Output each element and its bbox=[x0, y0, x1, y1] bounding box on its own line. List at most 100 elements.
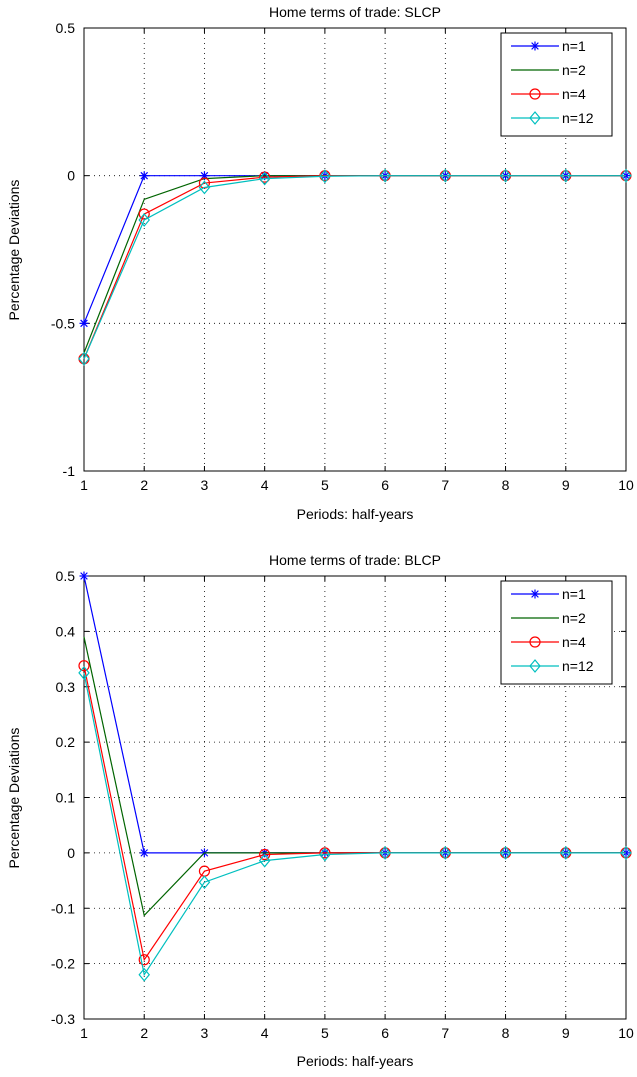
legend-marker bbox=[529, 659, 541, 673]
y-tick-label: 0.4 bbox=[56, 623, 76, 639]
data-point-diamond bbox=[620, 168, 632, 183]
legend-box bbox=[500, 580, 613, 685]
data-point-diamond bbox=[499, 845, 512, 860]
data-point-diamond bbox=[198, 180, 211, 195]
y-tick-label: 0.5 bbox=[56, 20, 76, 36]
data-point-diamond bbox=[319, 847, 331, 862]
data-point bbox=[198, 180, 211, 195]
x-tick-label: 8 bbox=[502, 477, 510, 493]
y-tick-label: 0.1 bbox=[56, 790, 76, 806]
data-point bbox=[138, 954, 150, 966]
data-point-diamond bbox=[78, 351, 90, 366]
legend-entry: n=2 bbox=[511, 610, 586, 626]
data-point-stroke bbox=[80, 319, 88, 328]
data-point-diamond bbox=[138, 213, 151, 227]
data-point-diamond bbox=[439, 845, 452, 860]
legend-marker-circle bbox=[529, 636, 541, 648]
series-n=12 bbox=[78, 168, 632, 366]
data-point-diamond bbox=[379, 845, 391, 860]
data-point bbox=[79, 571, 89, 581]
x-tick-label: 7 bbox=[441, 477, 449, 493]
data-point bbox=[559, 168, 572, 183]
legend-entry: n=12 bbox=[511, 658, 594, 674]
data-point-diamond bbox=[559, 845, 572, 860]
legend-label: n=2 bbox=[562, 610, 586, 626]
series-n=12 bbox=[78, 665, 632, 982]
x-tick-label: 4 bbox=[261, 1025, 269, 1041]
legend-label: n=4 bbox=[562, 86, 586, 102]
data-point bbox=[620, 845, 632, 860]
data-point bbox=[439, 845, 452, 860]
x-tick-label: 5 bbox=[321, 477, 329, 493]
legend-marker bbox=[529, 111, 541, 125]
y-tick-label: 0 bbox=[67, 845, 75, 861]
legend-entry: n=1 bbox=[511, 38, 586, 54]
data-point-diamond bbox=[258, 171, 271, 186]
x-axis-label: Periods: half-years bbox=[297, 506, 414, 522]
y-tick-label: 0.5 bbox=[56, 568, 76, 584]
data-point bbox=[78, 665, 90, 680]
y-tick-label: -0.5 bbox=[51, 315, 75, 331]
legend-entry: n=4 bbox=[511, 634, 586, 650]
x-tick-label: 5 bbox=[321, 1025, 329, 1041]
series-line bbox=[83, 175, 626, 360]
x-tick-label: 7 bbox=[441, 1025, 449, 1041]
data-point bbox=[78, 351, 90, 366]
legend-marker bbox=[530, 589, 540, 599]
data-point-stroke bbox=[80, 572, 88, 580]
data-point bbox=[319, 169, 331, 184]
legend-label: n=12 bbox=[562, 658, 594, 674]
data-point bbox=[198, 875, 211, 890]
data-point-diamond bbox=[258, 853, 271, 868]
legend-entry: n=4 bbox=[511, 86, 586, 102]
y-axis-label: Percentage Deviations bbox=[6, 180, 22, 321]
data-point-diamond bbox=[620, 845, 632, 860]
chart-1: 1 2 3 4 5 6 7 8 9 10 -1 -0.5 0 0.5 Home terms of trade… bbox=[6, 4, 634, 522]
legend-marker-diamond bbox=[529, 111, 541, 125]
legend-marker bbox=[529, 636, 541, 648]
legend: n=1 n=2 n=4 n=12 bbox=[500, 580, 613, 685]
data-point-circle bbox=[138, 208, 150, 220]
data-point-stroke bbox=[200, 171, 209, 180]
legend-marker bbox=[529, 88, 541, 100]
data-point bbox=[258, 853, 271, 868]
x-tick-label: 6 bbox=[381, 1025, 389, 1041]
x-tick-label: 8 bbox=[502, 1025, 510, 1041]
data-point bbox=[138, 213, 151, 227]
data-point-diamond bbox=[78, 665, 90, 680]
data-point-diamond bbox=[198, 875, 211, 890]
y-tick-label: -1 bbox=[63, 463, 76, 479]
legend-marker-stroke bbox=[531, 590, 539, 598]
data-point bbox=[439, 168, 452, 183]
x-axis-label: Periods: half-years bbox=[297, 1053, 414, 1069]
y-tick-label: -0.2 bbox=[51, 956, 75, 972]
data-point bbox=[379, 845, 391, 860]
series-line bbox=[83, 672, 626, 977]
x-tick-label: 10 bbox=[618, 1025, 634, 1041]
x-tick-label: 4 bbox=[261, 477, 269, 493]
chart-2: 1 2 3 4 5 6 7 8 9 10 -0.3 -0.2 -0.1 0 0.1 0.2 0.3 0.4 0.5 H… bbox=[6, 552, 634, 1069]
data-point bbox=[79, 318, 89, 328]
data-point bbox=[139, 848, 149, 858]
x-tick-label: 3 bbox=[201, 477, 209, 493]
data-point bbox=[319, 847, 331, 862]
x-tick-label: 1 bbox=[80, 1025, 88, 1041]
x-tick-label: 6 bbox=[381, 477, 389, 493]
y-tick-label: -0.1 bbox=[51, 900, 75, 916]
legend-marker bbox=[530, 41, 540, 51]
x-tick-label: 10 bbox=[618, 477, 634, 493]
legend-label: n=12 bbox=[562, 110, 594, 126]
data-point-diamond bbox=[559, 168, 572, 183]
legend-label: n=2 bbox=[562, 62, 586, 78]
data-point bbox=[499, 168, 512, 183]
legend-marker-circle bbox=[529, 88, 541, 100]
legend-label: n=4 bbox=[562, 634, 586, 650]
data-point bbox=[258, 171, 271, 186]
data-point-diamond bbox=[379, 168, 391, 183]
y-tick-label: 0.3 bbox=[56, 679, 76, 695]
data-point-circle bbox=[259, 848, 271, 861]
data-point bbox=[78, 660, 90, 672]
legend-box bbox=[500, 32, 613, 137]
data-point-diamond bbox=[138, 967, 151, 982]
